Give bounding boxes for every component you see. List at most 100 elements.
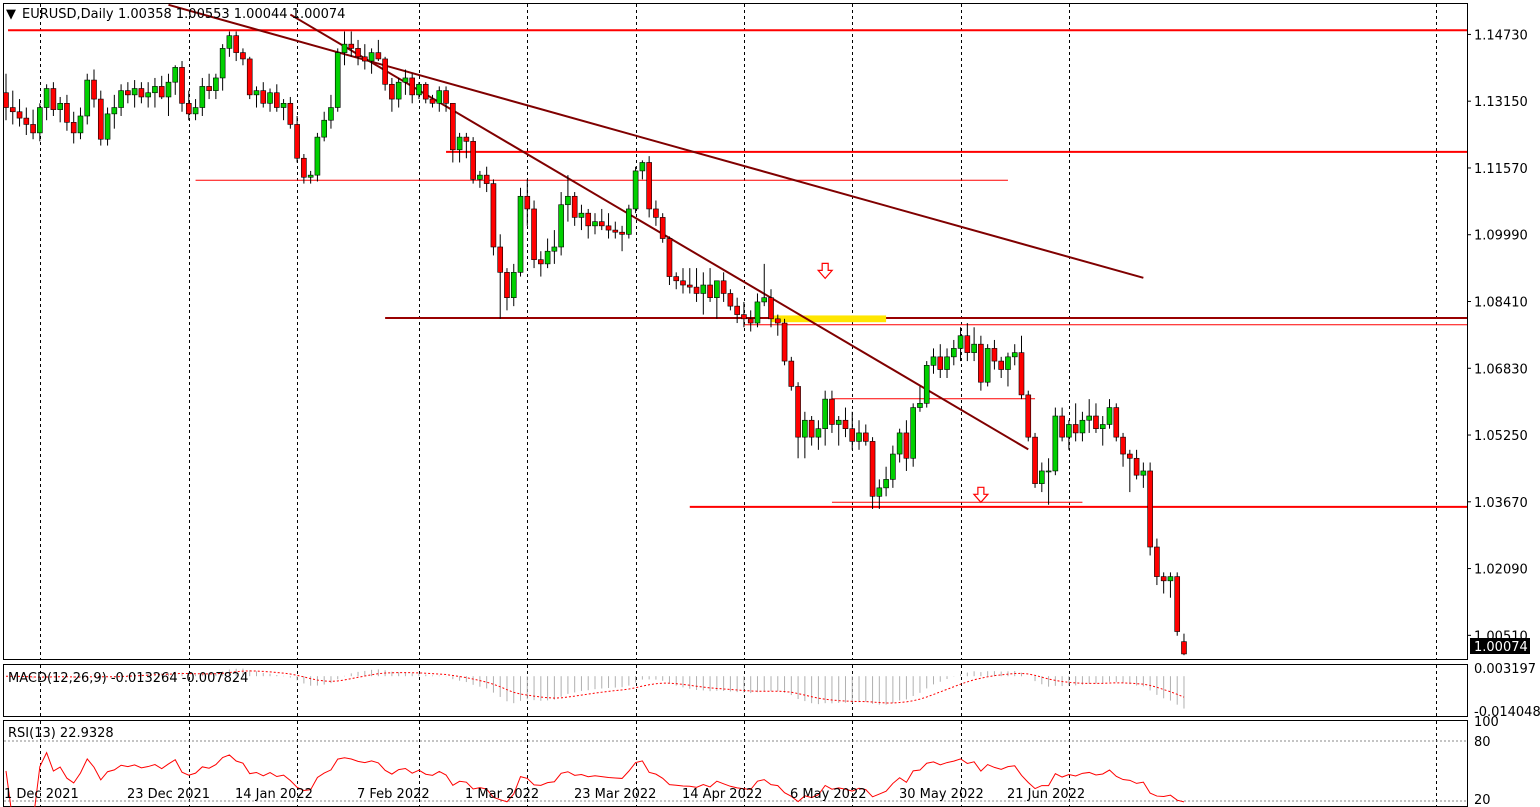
candle[interactable] — [422, 82, 429, 104]
candle[interactable] — [355, 39, 361, 66]
candle[interactable] — [375, 39, 382, 62]
candle[interactable] — [849, 411, 856, 450]
candle[interactable] — [998, 356, 1004, 378]
candle[interactable] — [761, 263, 768, 307]
candle[interactable] — [416, 82, 422, 100]
candle[interactable] — [185, 90, 192, 121]
candle[interactable] — [64, 94, 70, 131]
candle[interactable] — [165, 73, 172, 116]
candle[interactable] — [125, 82, 131, 104]
candle[interactable] — [964, 323, 971, 362]
candle[interactable] — [294, 115, 300, 163]
candle[interactable] — [9, 90, 16, 125]
candle[interactable] — [944, 348, 950, 378]
candle[interactable] — [1072, 403, 1079, 442]
candle[interactable] — [118, 84, 124, 116]
candle[interactable] — [111, 94, 118, 129]
chart-menu-icon[interactable]: ▼ — [6, 7, 16, 22]
candle[interactable] — [206, 73, 212, 100]
candle[interactable] — [1059, 407, 1065, 442]
candle[interactable] — [524, 179, 531, 226]
macd-plot-area[interactable]: 0.003197 -0.014048 — [5, 662, 1540, 720]
candle[interactable] — [1154, 538, 1160, 586]
candle[interactable] — [598, 208, 605, 231]
candle[interactable] — [77, 107, 84, 140]
candle[interactable] — [626, 204, 632, 239]
candle[interactable] — [700, 272, 707, 315]
candle[interactable] — [240, 48, 246, 66]
candle[interactable] — [490, 179, 497, 256]
candle[interactable] — [436, 86, 443, 112]
candle[interactable] — [950, 339, 957, 366]
candle[interactable] — [971, 327, 977, 362]
candle[interactable] — [673, 272, 680, 290]
candle[interactable] — [389, 77, 395, 112]
candle[interactable] — [639, 160, 646, 180]
candle[interactable] — [544, 238, 551, 269]
candle[interactable] — [808, 416, 815, 446]
candle[interactable] — [3, 73, 9, 121]
candle[interactable] — [104, 107, 111, 146]
candle[interactable] — [612, 221, 619, 239]
candle[interactable] — [287, 96, 294, 129]
candle[interactable] — [226, 31, 233, 57]
candle[interactable] — [219, 44, 226, 91]
candle[interactable] — [680, 268, 686, 294]
candle[interactable] — [890, 445, 896, 488]
candle[interactable] — [876, 479, 883, 509]
candle[interactable] — [463, 132, 470, 159]
candle[interactable] — [619, 225, 625, 252]
candle[interactable] — [1011, 344, 1018, 366]
candle[interactable] — [551, 230, 558, 264]
candle[interactable] — [930, 348, 937, 374]
candle[interactable] — [334, 48, 341, 112]
candle[interactable] — [402, 69, 409, 95]
candle[interactable] — [720, 272, 727, 302]
candle[interactable] — [348, 31, 355, 57]
candle[interactable] — [1167, 572, 1174, 598]
candle[interactable] — [666, 236, 673, 286]
candle[interactable] — [991, 339, 998, 370]
candle[interactable] — [741, 301, 747, 328]
candle[interactable] — [199, 77, 206, 116]
candle[interactable] — [301, 154, 307, 184]
candle[interactable] — [213, 73, 219, 100]
candle[interactable] — [1181, 633, 1187, 656]
candle[interactable] — [477, 170, 483, 188]
candle[interactable] — [910, 403, 916, 467]
candle[interactable] — [145, 82, 151, 108]
candle[interactable] — [57, 96, 63, 123]
candle[interactable] — [632, 166, 639, 214]
candle[interactable] — [1133, 449, 1140, 480]
candle[interactable] — [260, 82, 267, 108]
candle[interactable] — [456, 132, 463, 163]
candle[interactable] — [795, 382, 801, 459]
rsi-plot-area[interactable]: 100 80 20 — [4, 715, 1499, 807]
candle[interactable] — [558, 192, 564, 256]
candle[interactable] — [1106, 399, 1113, 429]
candle[interactable] — [774, 314, 781, 336]
candle[interactable] — [578, 204, 585, 231]
candle[interactable] — [246, 56, 253, 100]
candle[interactable] — [1045, 458, 1052, 505]
candle[interactable] — [538, 251, 544, 277]
candle[interactable] — [1140, 462, 1147, 488]
candle[interactable] — [869, 437, 876, 509]
candle[interactable] — [903, 420, 910, 471]
candle[interactable] — [192, 99, 199, 121]
candle[interactable] — [97, 90, 104, 146]
candle[interactable] — [23, 107, 30, 135]
price-plot-area[interactable] — [3, 3, 1468, 656]
candle[interactable] — [978, 335, 984, 391]
candle[interactable] — [382, 56, 388, 91]
candle[interactable] — [70, 111, 77, 144]
candle[interactable] — [1066, 420, 1072, 450]
down-arrow-icon[interactable] — [816, 262, 834, 280]
candle[interactable] — [30, 109, 36, 140]
candle[interactable] — [923, 361, 930, 408]
highlight-zone[interactable] — [771, 315, 887, 323]
candle[interactable] — [172, 65, 179, 95]
candle[interactable] — [517, 187, 524, 277]
candle[interactable] — [896, 428, 903, 463]
